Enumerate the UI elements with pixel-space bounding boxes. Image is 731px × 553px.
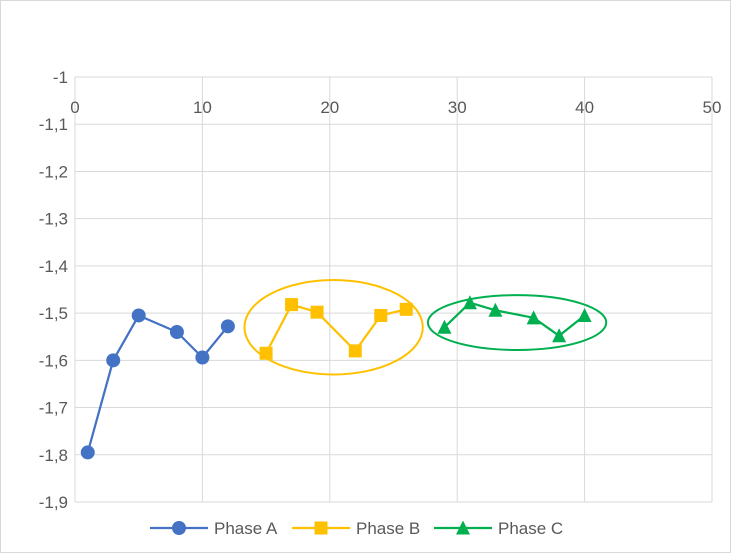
legend-item-phase-a: Phase A <box>150 519 278 538</box>
annotation-ellipse <box>243 279 424 376</box>
phase-b-point <box>285 298 299 312</box>
legend-item-phase-b: Phase B <box>292 519 420 538</box>
legend: Phase A Phase B Phase C <box>150 519 563 538</box>
y-tick-label: -1,7 <box>39 399 68 418</box>
y-tick-label: -1,8 <box>39 446 68 465</box>
y-tick-label: -1,4 <box>39 257 68 276</box>
x-tick-label: 30 <box>448 98 467 117</box>
data-series <box>80 295 592 460</box>
phase-a-point <box>195 350 210 365</box>
phase-c-point <box>577 307 592 322</box>
y-tick-label: -1,3 <box>39 210 68 229</box>
phase-c-point <box>488 302 503 317</box>
legend-item-phase-c: Phase C <box>434 519 563 538</box>
legend-label: Phase B <box>356 519 420 538</box>
y-tick-label: -1,9 <box>39 493 68 512</box>
legend-swatch-marker <box>172 521 186 535</box>
legend-swatch-marker <box>456 520 470 535</box>
phase-c-point <box>462 295 477 310</box>
y-tick-label: -1 <box>53 68 68 87</box>
phase-c-point <box>526 310 541 325</box>
x-tick-label: 40 <box>575 98 594 117</box>
phase-a-point <box>131 308 146 323</box>
phase-a-point <box>80 445 95 460</box>
phase-c-point <box>437 319 452 334</box>
legend-label: Phase C <box>498 519 563 538</box>
x-tick-labels: 0 10 20 30 40 50 <box>70 98 721 117</box>
phase-a-point <box>220 319 235 334</box>
x-tick-label: 10 <box>193 98 212 117</box>
phase-a-point <box>169 325 184 339</box>
x-tick-label: 0 <box>70 98 79 117</box>
legend-swatch-marker <box>314 521 328 535</box>
phase-b-point <box>310 305 324 319</box>
annotation-ellipse <box>426 294 608 351</box>
legend-label: Phase A <box>214 519 278 538</box>
annotation-ellipses <box>243 279 608 376</box>
grid-lines <box>74 76 713 503</box>
phase-b-point <box>374 308 388 322</box>
y-tick-label: -1,2 <box>39 162 68 181</box>
y-tick-labels: -1 -1,1 -1,2 -1,3 -1,4 -1,5 -1,6 -1,7 -1,8 -1,9 <box>39 68 68 512</box>
phase-b-point <box>259 346 273 360</box>
phase-a-point <box>106 353 121 368</box>
y-tick-label: -1,1 <box>39 115 68 134</box>
y-tick-label: -1,6 <box>39 351 68 370</box>
phase-a-line <box>86 314 229 453</box>
phase-b-point <box>348 344 362 358</box>
y-tick-label: -1,5 <box>39 304 68 323</box>
phase-c-point <box>552 328 567 343</box>
x-tick-label: 50 <box>703 98 722 117</box>
phase-b-point <box>399 302 413 316</box>
x-tick-label: 20 <box>320 98 339 117</box>
